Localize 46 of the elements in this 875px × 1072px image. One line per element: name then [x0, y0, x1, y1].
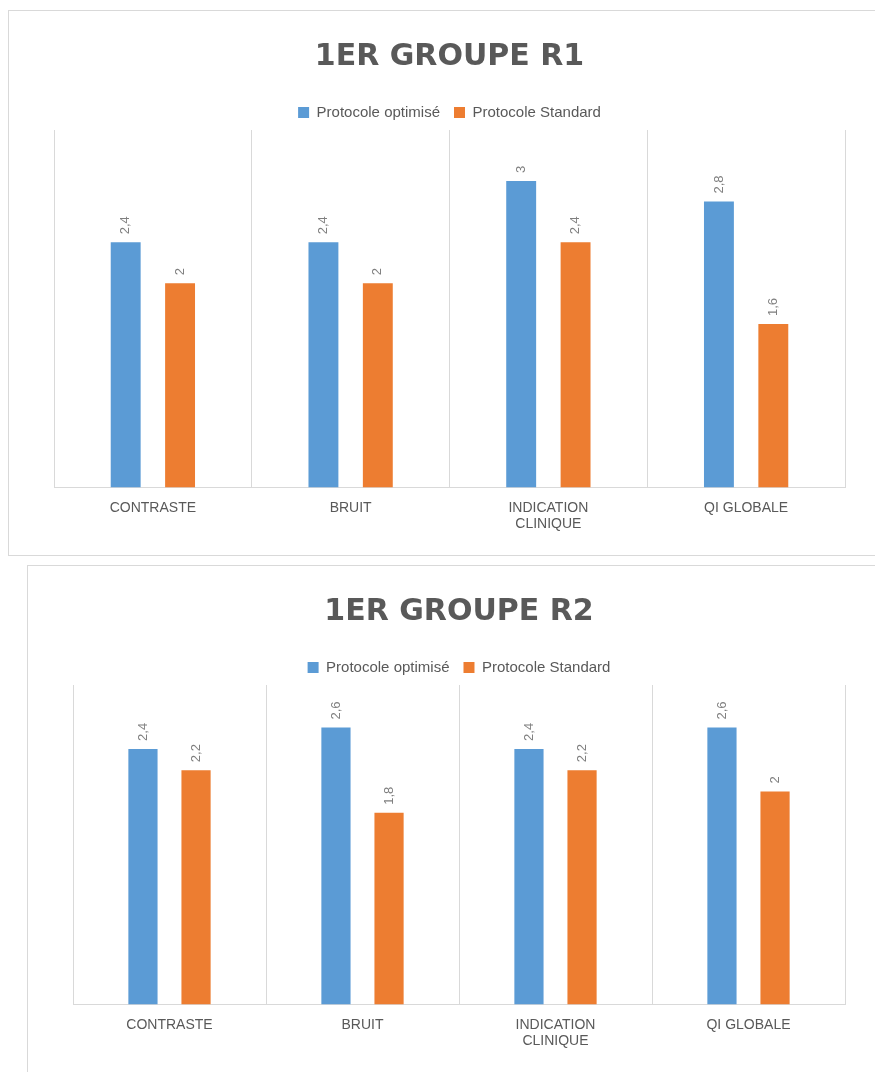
- x-tick-label: INDICATION CLINIQUE: [508, 498, 589, 532]
- x-tick-label: QI GLOBALE: [706, 1015, 791, 1032]
- bar: [165, 283, 196, 488]
- bar: [128, 748, 158, 1005]
- legend-label: Protocole Standard: [481, 657, 611, 675]
- bar: [514, 748, 544, 1005]
- x-tick-label: BRUIT: [341, 1015, 384, 1032]
- data-label: 2,4: [134, 722, 150, 741]
- data-label: 2,8: [710, 175, 726, 194]
- data-label: 2,2: [187, 744, 203, 763]
- chart-title: 1ER GROUPE R2: [324, 591, 594, 627]
- bar: [362, 283, 393, 488]
- bar: [567, 770, 597, 1005]
- legend-label: Protocole optimisé: [326, 657, 450, 675]
- bar: [110, 242, 141, 488]
- data-label: 2: [766, 776, 782, 784]
- x-tick-label: CONTRASTE: [126, 1015, 213, 1032]
- data-label: 2,4: [315, 216, 331, 235]
- bar: [506, 181, 537, 488]
- x-tick-label: BRUIT: [329, 498, 373, 515]
- data-label: 2,4: [117, 216, 133, 235]
- x-tick-label: CONTRASTE: [109, 498, 197, 515]
- data-label: 2: [369, 267, 385, 276]
- bar: [321, 727, 351, 1005]
- data-label: 1,6: [764, 297, 780, 317]
- legend-label: Protocole Standard: [472, 102, 601, 120]
- chart-title: 1ER GROUPE R1: [314, 36, 585, 72]
- data-label: 3: [512, 165, 528, 174]
- data-label: 2: [171, 267, 187, 276]
- legend-label: Protocole optimisé: [316, 102, 440, 120]
- x-tick-label: INDICATION CLINIQUE: [515, 1015, 596, 1049]
- bar: [374, 812, 404, 1005]
- x-tick-label: QI GLOBALE: [704, 498, 789, 515]
- bar: [760, 791, 790, 1005]
- data-label: 2,6: [327, 701, 343, 720]
- bar: [560, 242, 591, 488]
- data-label: 2,6: [713, 701, 729, 720]
- bar: [703, 201, 734, 488]
- bar: [308, 242, 339, 488]
- bar: [758, 324, 789, 488]
- bar: [707, 727, 737, 1005]
- data-label: 2,4: [567, 216, 583, 235]
- data-label: 1,8: [380, 786, 396, 805]
- bar: [181, 770, 211, 1005]
- data-label: 2,4: [520, 722, 536, 741]
- data-label: 2,2: [573, 744, 589, 763]
